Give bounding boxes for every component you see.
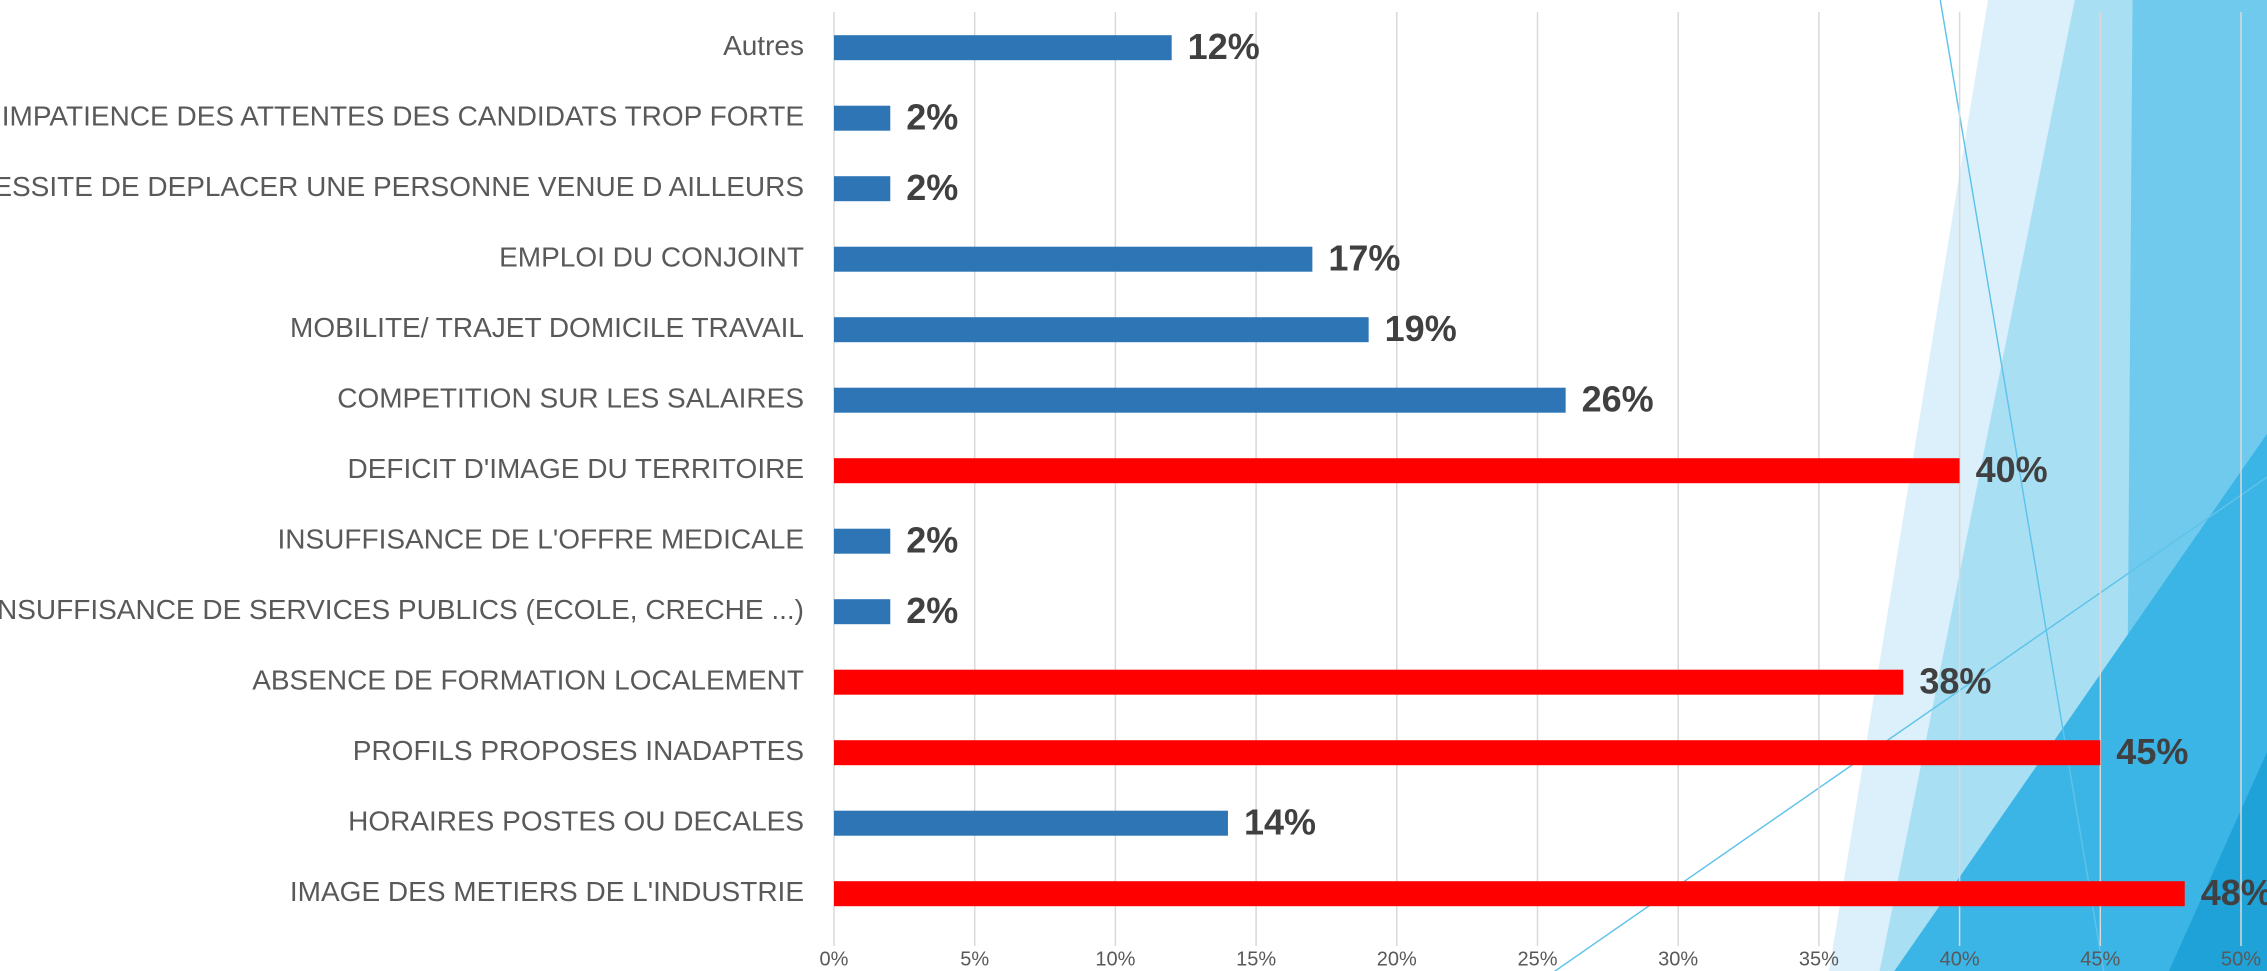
x-tick-label: 10%: [1095, 948, 1135, 970]
data-label: 38%: [1919, 661, 1991, 702]
bar: [834, 458, 1960, 483]
y-tick-label: INSUFFISANCE DE SERVICES PUBLICS (ECOLE,…: [0, 594, 804, 625]
bar: [834, 670, 1903, 695]
x-tick-label: 5%: [960, 948, 989, 970]
bar: [834, 247, 1312, 272]
data-label: 2%: [906, 590, 958, 631]
y-tick-label: IMAGE DES METIERS DE L'INDUSTRIE: [290, 876, 804, 907]
bar: [834, 881, 2185, 906]
background-decoration: [1554, 0, 2267, 971]
y-tick-label: NECESSITE DE DEPLACER UNE PERSONNE VENUE…: [0, 171, 804, 202]
data-label: 2%: [906, 167, 958, 208]
bar: [834, 317, 1369, 342]
y-tick-label: COMPETITION SUR LES SALAIRES: [337, 383, 804, 414]
data-label: 2%: [906, 520, 958, 561]
y-tick-label: MOBILITE/ TRAJET DOMICILE TRAVAIL: [290, 312, 804, 343]
data-label: 19%: [1385, 308, 1457, 349]
data-label: 48%: [2201, 872, 2267, 913]
x-tick-label: 50%: [2221, 948, 2261, 970]
bar: [834, 740, 2100, 765]
y-tick-label: HORAIRES POSTES OU DECALES: [348, 806, 804, 837]
data-label: 12%: [1188, 26, 1260, 67]
x-tick-label: 15%: [1236, 948, 1276, 970]
x-tick-label: 25%: [1517, 948, 1557, 970]
data-label: 26%: [1582, 379, 1654, 420]
bar: [834, 599, 890, 624]
data-label: 17%: [1328, 238, 1400, 279]
data-label: 14%: [1244, 802, 1316, 843]
x-tick-label: 45%: [2080, 948, 2120, 970]
x-tick-label: 35%: [1799, 948, 1839, 970]
y-tick-label: EMPLOI DU CONJOINT: [499, 242, 804, 273]
chart: 0% 5% 10% 15% 20% 25% 30% 35% 40% 45% 50% Autres 12%…: [0, 0, 2267, 971]
y-tick-label: Autres: [723, 30, 804, 61]
x-tick-label: 0%: [820, 948, 849, 970]
y-tick-label: PROFILS PROPOSES INADAPTES: [353, 735, 804, 766]
bar: [834, 106, 890, 131]
x-tick-label: 40%: [1940, 948, 1980, 970]
x-tick-label: 20%: [1377, 948, 1417, 970]
data-label: 2%: [906, 97, 958, 138]
y-tick-label: DEFICIT D'IMAGE DU TERRITOIRE: [347, 453, 804, 484]
y-tick-label: INSUFFISANCE DE L'OFFRE MEDICALE: [277, 524, 804, 555]
bar: [834, 35, 1172, 60]
bar: [834, 388, 1566, 413]
y-tick-label: ABSENCE DE FORMATION LOCALEMENT: [252, 665, 804, 696]
bar: [834, 176, 890, 201]
data-label: 40%: [1976, 449, 2048, 490]
x-tick-label: 30%: [1658, 948, 1698, 970]
data-label: 45%: [2116, 731, 2188, 772]
bar: [834, 811, 1228, 836]
page: 0% 5% 10% 15% 20% 25% 30% 35% 40% 45% 50% Autres 12%…: [0, 0, 2267, 971]
y-tick-label: IMPATIENCE DES ATTENTES DES CANDIDATS TR…: [2, 101, 804, 132]
bar: [834, 529, 890, 554]
